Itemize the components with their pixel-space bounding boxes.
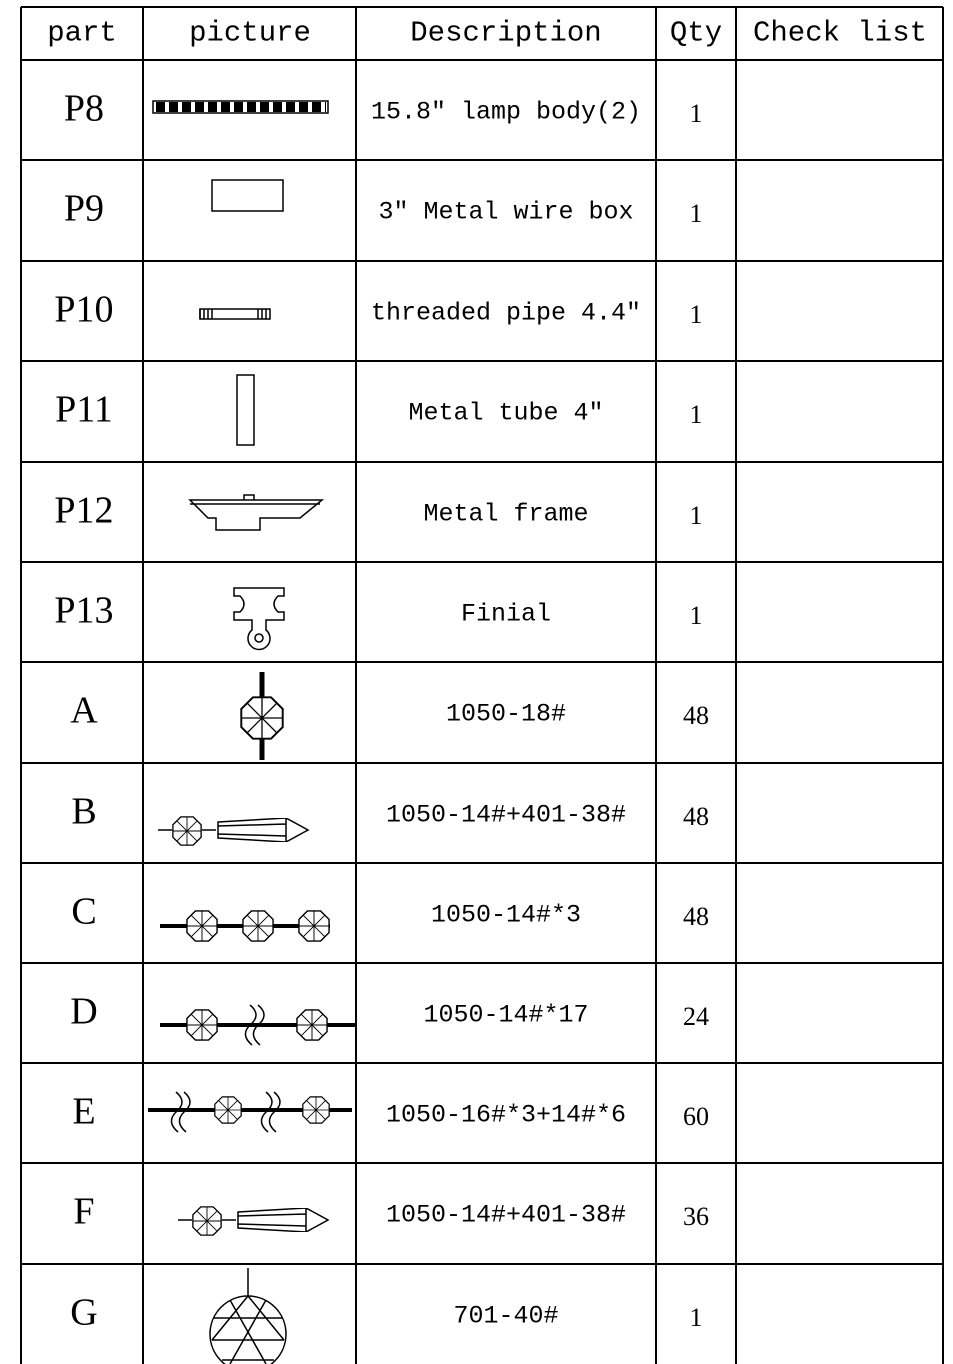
quantity: 48 <box>683 802 709 831</box>
table-lines <box>20 6 944 1364</box>
description: 701-40# <box>453 1302 558 1331</box>
header-cell: Check list <box>753 17 927 50</box>
description: 15.8″ lamp body(2) <box>371 98 641 127</box>
description: 1050-16#*3+14#*6 <box>386 1101 626 1130</box>
quantity: 1 <box>690 501 703 530</box>
quantity: 1 <box>690 300 703 329</box>
quantity: 36 <box>683 1202 709 1231</box>
description: 1050-18# <box>446 700 566 729</box>
quantity: 1 <box>690 1303 703 1332</box>
part-label: C <box>71 891 96 933</box>
header-cell: Qty <box>670 17 722 50</box>
quantity: 1 <box>690 601 703 630</box>
header-cell: Description <box>410 17 601 50</box>
quantity: 48 <box>683 902 709 931</box>
description: Finial <box>461 600 551 629</box>
part-label: B <box>71 791 96 833</box>
part-label: P9 <box>64 188 104 230</box>
quantity: 1 <box>690 400 703 429</box>
part-label: E <box>72 1091 95 1133</box>
header-cell: part <box>47 17 117 50</box>
description: 1050-14#+401-38# <box>386 801 626 830</box>
part-pictures <box>148 100 355 1364</box>
part-label: P10 <box>54 289 113 331</box>
description: Metal frame <box>423 500 588 529</box>
description: 1050-14#+401-38# <box>386 1201 626 1230</box>
header-cell: picture <box>189 17 311 50</box>
part-label: G <box>70 1292 97 1334</box>
part-label: F <box>73 1191 94 1233</box>
part-label: P11 <box>55 389 113 431</box>
part-label: D <box>70 991 97 1033</box>
description: Metal tube 4″ <box>408 399 603 428</box>
part-label: P13 <box>54 590 113 632</box>
part-label: P8 <box>64 88 104 130</box>
description: 1050-14#*3 <box>431 901 581 930</box>
quantity: 48 <box>683 701 709 730</box>
quantity: 24 <box>683 1002 709 1031</box>
quantity: 1 <box>690 99 703 128</box>
quantity: 60 <box>683 1102 709 1131</box>
quantity: 1 <box>690 199 703 228</box>
part-label: A <box>70 690 98 732</box>
description: 3″ Metal wire box <box>378 198 633 227</box>
description: threaded pipe 4.4″ <box>371 299 641 328</box>
part-label: P12 <box>54 490 113 532</box>
description: 1050-14#*17 <box>423 1001 588 1030</box>
